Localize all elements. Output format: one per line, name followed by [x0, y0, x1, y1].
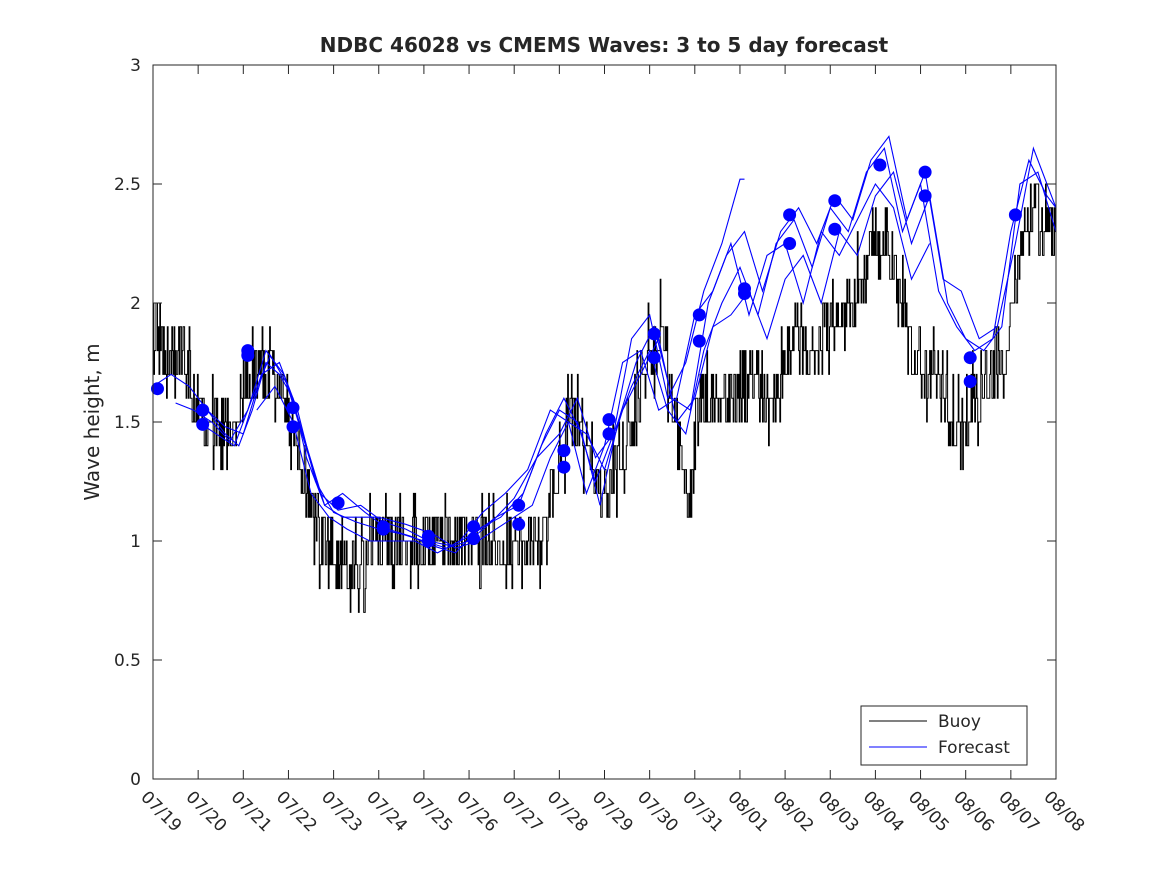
x-tick-label-20: 08/08 — [1039, 787, 1088, 836]
legend-forecast-label: Forecast — [938, 738, 1010, 758]
x-tick-label-16: 08/04 — [859, 787, 908, 836]
forecast-marker-10 — [376, 522, 390, 536]
forecast-marker-33 — [918, 189, 932, 203]
y-tick-label-4: 2 — [130, 294, 141, 314]
forecast-marker-12 — [421, 534, 435, 548]
forecast-marker-24 — [692, 334, 706, 348]
y-tick-label-0: 0 — [130, 770, 141, 790]
y-tick-label-6: 3 — [130, 56, 141, 76]
forecast-marker-26 — [738, 287, 751, 300]
x-tick-label-15: 08/03 — [814, 787, 863, 836]
x-tick-label-17: 08/05 — [904, 787, 953, 836]
forecast-marker-7 — [286, 420, 300, 434]
forecast-marker-6 — [286, 401, 300, 415]
forecast-marker-22 — [647, 351, 661, 365]
forecast-marker-36 — [1008, 208, 1022, 222]
y-tick-label-3: 1.5 — [114, 413, 141, 433]
legend-buoy-label: Buoy — [938, 712, 981, 732]
forecast-line-5 — [256, 182, 931, 554]
x-tick-label-12: 07/31 — [678, 787, 727, 836]
y-tick-label-5: 2.5 — [114, 175, 141, 195]
buoy-line — [153, 183, 1056, 613]
x-tick-label-2: 07/21 — [227, 787, 276, 836]
forecast-marker-31 — [873, 158, 887, 172]
forecast-marker-35 — [963, 375, 977, 388]
x-tick-label-10: 07/29 — [588, 787, 637, 836]
x-tick-label-18: 08/06 — [949, 787, 998, 836]
forecast-marker-30 — [828, 222, 842, 236]
x-tick-label-4: 07/23 — [317, 787, 366, 836]
y-tick-label-1: 0.5 — [114, 651, 141, 671]
x-tick-label-5: 07/24 — [362, 787, 411, 836]
forecast-marker-29 — [828, 194, 842, 208]
legend-box — [860, 705, 1028, 766]
forecast-marker-28 — [783, 237, 797, 250]
x-tick-label-11: 07/30 — [633, 787, 682, 836]
x-tick-label-0: 07/19 — [136, 787, 185, 836]
forecast-marker-20 — [602, 427, 616, 441]
x-tick-label-1: 07/20 — [182, 787, 231, 836]
chart-title: NDBC 46028 vs CMEMS Waves: 3 to 5 day fo… — [320, 33, 889, 57]
forecast-marker-19 — [602, 413, 616, 427]
data-layer — [151, 135, 1057, 613]
x-tick-label-6: 07/25 — [407, 787, 456, 836]
y-axis-label: Wave height, m — [80, 343, 104, 500]
forecast-marker-2 — [196, 403, 210, 417]
legend: Buoy Forecast — [860, 705, 1028, 766]
forecast-line-4 — [206, 178, 745, 549]
x-tick-label-14: 08/02 — [769, 787, 818, 836]
y-tick-label-2: 1 — [130, 532, 141, 552]
forecast-line-1 — [152, 170, 1057, 549]
forecast-marker-32 — [918, 165, 932, 179]
forecast-marker-13 — [467, 520, 481, 534]
x-tick-label-3: 07/22 — [272, 787, 321, 836]
forecast-marker-17 — [557, 444, 571, 458]
x-tick-label-8: 07/27 — [498, 787, 547, 836]
forecast-marker-27 — [783, 208, 797, 222]
forecast-marker-21 — [647, 327, 661, 341]
forecast-marker-1 — [151, 382, 164, 396]
forecast-marker-23 — [692, 308, 706, 322]
forecast-marker-3 — [196, 417, 210, 431]
forecast-marker-34 — [963, 351, 977, 365]
forecast-marker-8 — [331, 496, 345, 510]
forecast-marker-5 — [241, 348, 255, 362]
x-tick-label-19: 08/07 — [994, 787, 1043, 836]
forecast-marker-14 — [467, 532, 481, 546]
forecast-marker-15 — [512, 498, 526, 512]
y-axis: 0 0.5 1 1.5 2 2.5 3 — [114, 56, 1056, 790]
x-tick-label-7: 07/26 — [453, 787, 502, 836]
forecast-marker-16 — [512, 517, 526, 531]
x-tick-label-13: 08/01 — [723, 787, 772, 836]
x-tick-label-9: 07/28 — [543, 787, 592, 836]
forecast-marker-18 — [557, 460, 571, 474]
